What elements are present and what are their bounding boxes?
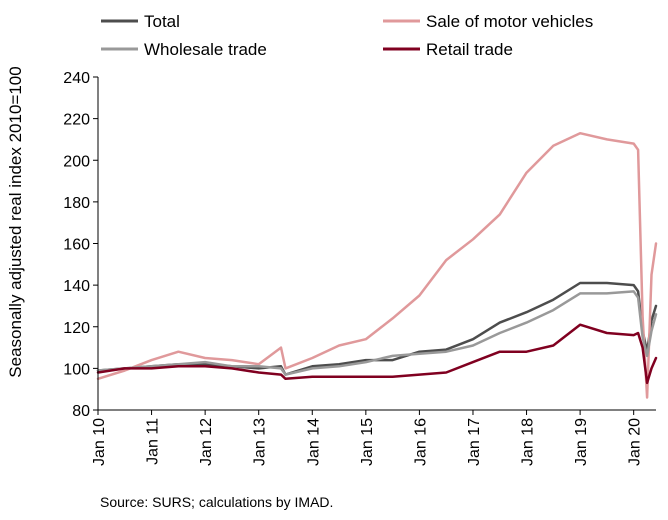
x-tick-label: Jan 15: [359, 418, 376, 466]
y-tick-label: 80: [72, 403, 90, 420]
series-line-wholesale-trade: [96, 290, 658, 376]
x-tick-label: Jan 10: [91, 418, 108, 466]
line-chart: Total Sale of motor vehicles Wholesale t…: [6, 12, 658, 466]
x-tick-label: Jan 11: [145, 418, 162, 465]
y-tick-label: 200: [63, 153, 90, 170]
y-tick-label: 100: [63, 361, 90, 378]
x-tick-label: Jan 14: [305, 418, 322, 466]
series-line-retail-trade: [96, 323, 658, 385]
source-note: Source: SURS; calculations by IMAD.: [100, 494, 334, 510]
legend-label-wholesale-trade: Wholesale trade: [144, 40, 267, 59]
y-tick-label: 160: [63, 237, 90, 254]
y-axis-title: Seasonally adjusted real index 2010=100: [6, 66, 25, 377]
x-tick-label: Jan 18: [520, 418, 537, 466]
series-line-total: [96, 281, 658, 376]
y-tick-label: 140: [63, 278, 90, 295]
series-lines: [96, 131, 658, 399]
x-tick-label: Jan 19: [573, 418, 590, 466]
x-tick-label: Jan 17: [466, 418, 483, 466]
y-tick-label: 120: [63, 320, 90, 337]
x-axis: Jan 10 Jan 11 Jan 12 Jan 13 Jan 14 Jan 15 Jan …: [91, 410, 644, 466]
y-tick-label: 240: [63, 70, 90, 87]
x-tick-label: Jan 12: [198, 418, 215, 466]
x-tick-label: Jan 20: [627, 418, 644, 466]
y-tick-label: 220: [63, 112, 90, 129]
x-tick-label: Jan 13: [252, 418, 269, 466]
series-line-sale-of-motor-vehicles: [96, 131, 658, 399]
legend-label-retail-trade: Retail trade: [426, 40, 513, 59]
x-tick-label: Jan 16: [412, 418, 429, 466]
legend-label-total: Total: [144, 12, 180, 31]
y-tick-label: 180: [63, 195, 90, 212]
legend: Total Sale of motor vehicles Wholesale t…: [101, 12, 593, 59]
legend-label-sale-of-motor-vehicles: Sale of motor vehicles: [426, 12, 593, 31]
y-axis: 80 100 120 140 160 180 200 220 240: [63, 70, 98, 420]
